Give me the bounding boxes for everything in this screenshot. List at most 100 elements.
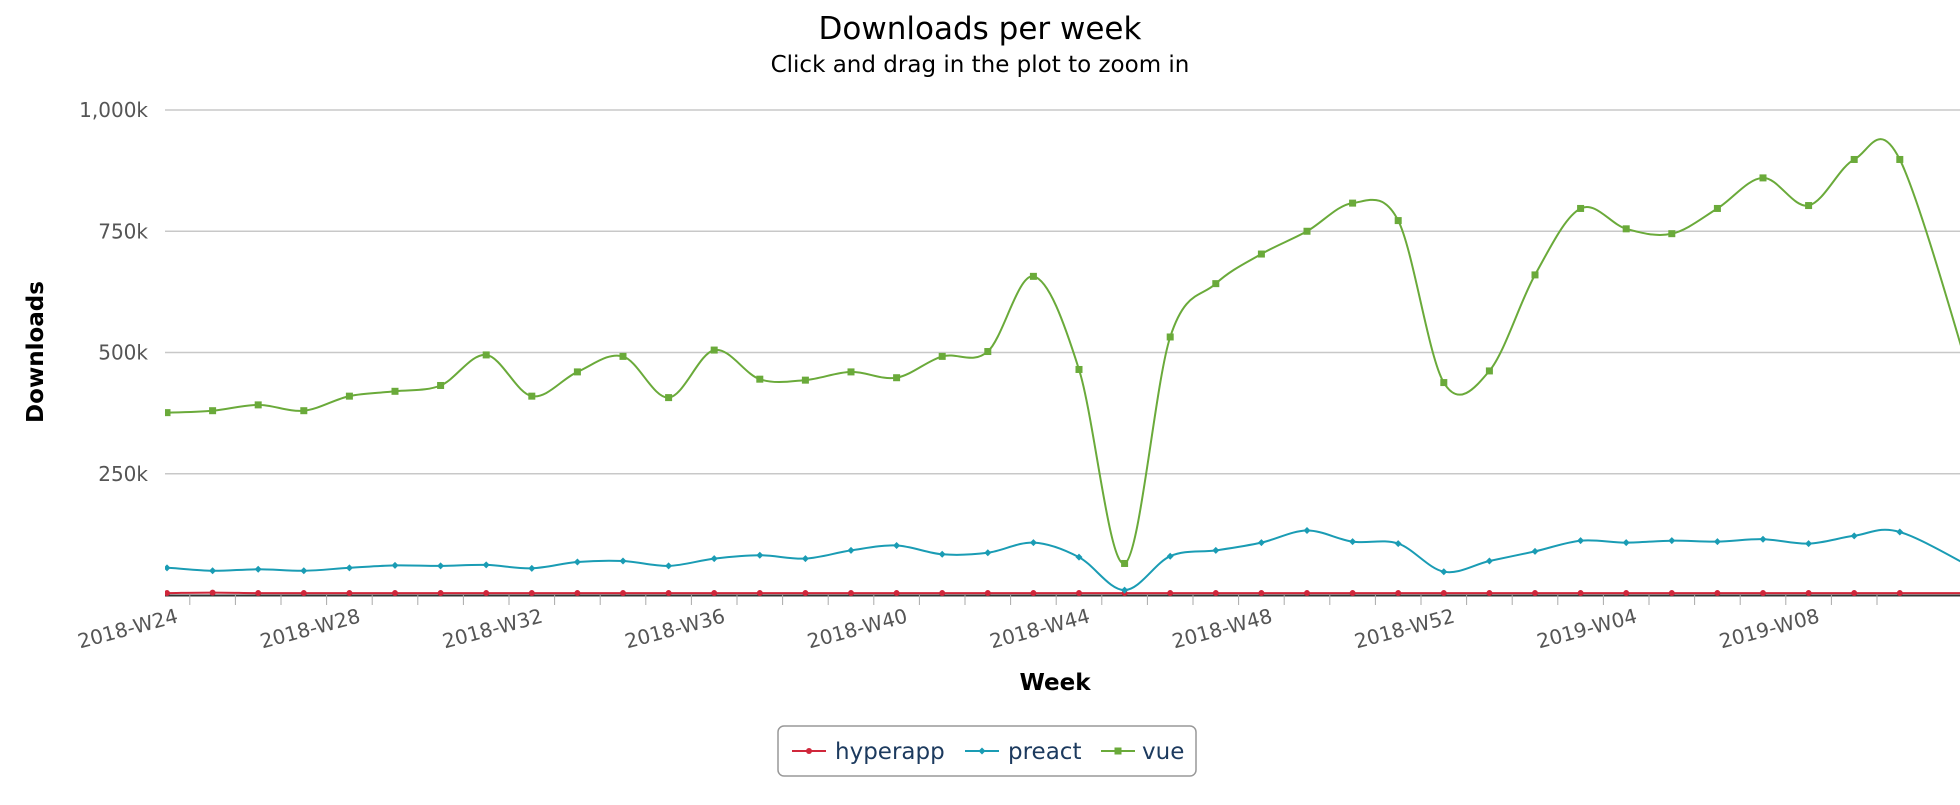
data-point-hyperapp[interactable] <box>756 590 763 597</box>
data-point-preact[interactable] <box>801 555 809 563</box>
data-point-hyperapp[interactable] <box>1805 590 1812 597</box>
data-point-hyperapp[interactable] <box>300 590 307 597</box>
data-point-preact[interactable] <box>437 562 445 570</box>
data-point-vue[interactable] <box>665 394 673 402</box>
data-point-hyperapp[interactable] <box>164 590 170 597</box>
data-point-preact[interactable] <box>1166 552 1174 560</box>
data-point-preact[interactable] <box>619 557 627 565</box>
data-point-vue[interactable] <box>893 374 901 382</box>
data-point-vue[interactable] <box>300 407 308 415</box>
legend-item-hyperapp[interactable]: hyperapp <box>792 739 945 765</box>
data-point-hyperapp[interactable] <box>1304 590 1310 597</box>
data-point-vue[interactable] <box>164 409 171 417</box>
data-point-preact[interactable] <box>1622 539 1630 547</box>
series-line-preact[interactable] <box>145 528 1960 592</box>
data-point-preact[interactable] <box>164 564 171 572</box>
data-point-hyperapp[interactable] <box>574 590 581 597</box>
data-point-hyperapp[interactable] <box>984 590 991 597</box>
data-point-hyperapp[interactable] <box>893 590 900 597</box>
data-point-hyperapp[interactable] <box>1896 590 1903 597</box>
data-point-hyperapp[interactable] <box>1395 590 1402 597</box>
data-point-vue[interactable] <box>528 392 536 400</box>
data-point-preact[interactable] <box>893 542 901 550</box>
data-point-preact[interactable] <box>756 551 764 559</box>
data-point-hyperapp[interactable] <box>802 590 809 597</box>
data-point-hyperapp[interactable] <box>939 590 946 597</box>
data-point-preact[interactable] <box>573 558 581 566</box>
data-point-preact[interactable] <box>847 546 855 554</box>
data-point-vue[interactable] <box>345 392 353 400</box>
data-point-hyperapp[interactable] <box>1851 590 1858 597</box>
data-point-vue[interactable] <box>254 401 262 409</box>
data-point-vue[interactable] <box>710 346 718 354</box>
data-point-hyperapp[interactable] <box>1577 590 1584 597</box>
data-point-vue[interactable] <box>847 368 855 376</box>
data-point-vue[interactable] <box>573 368 581 376</box>
data-point-hyperapp[interactable] <box>1076 590 1082 597</box>
data-point-preact[interactable] <box>345 564 353 572</box>
legend-marker[interactable] <box>978 747 986 755</box>
data-point-preact[interactable] <box>1577 537 1585 545</box>
data-point-vue[interactable] <box>801 376 809 384</box>
data-point-vue[interactable] <box>482 351 490 359</box>
data-point-vue[interactable] <box>1394 217 1402 225</box>
data-point-preact[interactable] <box>528 564 536 572</box>
data-point-preact[interactable] <box>1121 586 1129 594</box>
data-point-preact[interactable] <box>1668 537 1676 545</box>
series-preact[interactable] <box>145 526 1960 594</box>
data-point-preact[interactable] <box>1805 540 1813 548</box>
data-point-hyperapp[interactable] <box>483 590 490 597</box>
data-point-preact[interactable] <box>1029 539 1037 547</box>
data-point-vue[interactable] <box>1531 271 1539 279</box>
data-point-preact[interactable] <box>938 550 946 558</box>
data-point-preact[interactable] <box>1349 538 1357 546</box>
data-point-preact[interactable] <box>1713 538 1721 546</box>
data-point-preact[interactable] <box>1394 540 1402 548</box>
data-point-hyperapp[interactable] <box>1532 590 1538 597</box>
data-point-hyperapp[interactable] <box>711 590 718 597</box>
data-point-vue[interactable] <box>1577 204 1585 212</box>
data-point-preact[interactable] <box>1075 553 1083 561</box>
series-line-hyperapp[interactable] <box>145 591 1960 595</box>
data-point-vue[interactable] <box>984 348 992 356</box>
data-point-preact[interactable] <box>1485 557 1493 565</box>
data-point-vue[interactable] <box>1668 230 1676 238</box>
data-point-preact[interactable] <box>1850 532 1858 540</box>
data-point-preact[interactable] <box>1257 539 1265 547</box>
data-point-vue[interactable] <box>938 352 946 360</box>
data-point-hyperapp[interactable] <box>209 589 216 596</box>
series-lines[interactable] <box>145 138 1960 597</box>
data-point-vue[interactable] <box>619 352 627 360</box>
data-point-hyperapp[interactable] <box>1030 590 1037 597</box>
data-point-preact[interactable] <box>1303 526 1311 534</box>
data-point-preact[interactable] <box>391 561 399 569</box>
data-point-vue[interactable] <box>437 381 445 389</box>
data-point-hyperapp[interactable] <box>1258 590 1265 597</box>
series-hyperapp[interactable] <box>145 589 1960 597</box>
data-point-vue[interactable] <box>1212 280 1220 288</box>
data-point-preact[interactable] <box>300 567 308 575</box>
data-point-vue[interactable] <box>1896 155 1904 163</box>
data-point-preact[interactable] <box>984 549 992 557</box>
data-point-hyperapp[interactable] <box>1349 590 1356 597</box>
data-point-vue[interactable] <box>1121 559 1129 567</box>
data-point-hyperapp[interactable] <box>346 590 353 597</box>
data-point-hyperapp[interactable] <box>255 590 262 597</box>
legend-marker[interactable] <box>1114 747 1122 755</box>
data-point-hyperapp[interactable] <box>1212 590 1219 597</box>
data-point-vue[interactable] <box>1850 155 1858 163</box>
data-point-vue[interactable] <box>1257 250 1265 258</box>
data-point-vue[interactable] <box>391 387 399 395</box>
data-point-hyperapp[interactable] <box>620 590 626 597</box>
data-point-preact[interactable] <box>209 567 217 575</box>
data-point-vue[interactable] <box>1075 365 1083 373</box>
legend[interactable]: hyperapp preact vue <box>777 725 1197 777</box>
data-point-hyperapp[interactable] <box>665 590 672 597</box>
data-point-preact[interactable] <box>710 555 718 563</box>
data-point-vue[interactable] <box>1805 202 1813 210</box>
data-point-vue[interactable] <box>1713 204 1721 212</box>
series-line-vue[interactable] <box>145 138 1960 565</box>
data-point-vue[interactable] <box>1759 174 1767 182</box>
data-point-preact[interactable] <box>1896 528 1904 536</box>
